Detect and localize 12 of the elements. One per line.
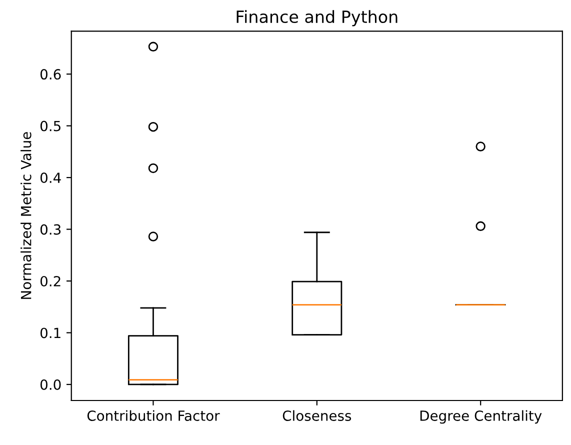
y-tick-label: 0.2 [40,276,60,286]
chart-title: Finance and Python [236,10,398,26]
y-tick-label: 0.5 [40,120,60,132]
x-tick-label: Closeness [282,410,352,421]
y-tick-label: 0.1 [40,328,60,338]
y-tick-label: 0.3 [40,224,61,235]
x-tick-label: Contribution Factor [87,410,220,421]
y-tick-label: 0.6 [40,69,61,80]
x-tick-label: Degree Centrality [420,410,542,424]
y-axis-title: Normalized Metric Value [20,132,32,299]
y-tick-label: 0.0 [40,379,61,390]
y-tick-label: 0.4 [40,172,61,184]
